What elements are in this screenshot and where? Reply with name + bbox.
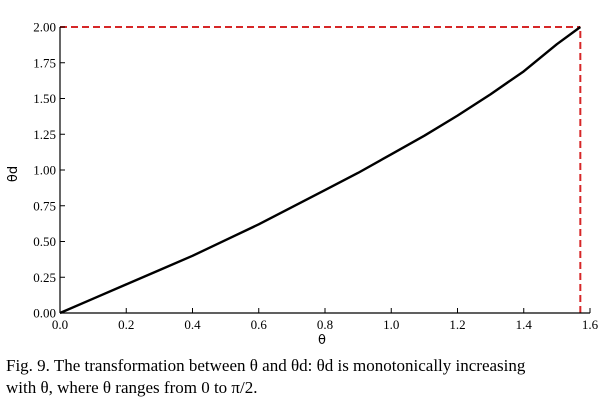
axes: [59, 27, 590, 314]
caption-line-2: with θ, where θ ranges from 0 to π/2.: [6, 378, 258, 397]
x-tick-label: 0.6: [251, 317, 268, 332]
y-ticks: 0.00 0.25 0.50 0.75 1.00 1.25 1.50 1.75 2.00: [33, 20, 65, 321]
x-ticks: 0.0 0.2 0.4 0.6 0.8 1.0 1.2 1.4 1.6: [52, 308, 599, 332]
y-tick-label: 0.75: [33, 198, 56, 213]
x-tick-label: 1.0: [383, 317, 399, 332]
y-tick-label: 1.75: [33, 55, 56, 70]
x-tick-label: 0.2: [118, 317, 134, 332]
x-axis-title: θ: [318, 333, 326, 348]
x-tick-label: 1.2: [449, 317, 465, 332]
caption-line-1: Fig. 9. The transformation between θ and…: [6, 356, 526, 375]
y-tick-label: 0.25: [33, 270, 56, 285]
y-tick-label: 1.25: [33, 127, 56, 142]
x-tick-label: 1.4: [516, 317, 533, 332]
line-chart: 0.0 0.2 0.4 0.6 0.8 1.0 1.2 1.4 1.6 0.00 0.25 0.50…: [6, 20, 599, 349]
y-tick-label: 2.00: [33, 20, 56, 35]
x-tick-label: 1.6: [582, 317, 599, 332]
x-tick-label: 0.4: [184, 317, 201, 332]
series-line-0: [59, 26, 582, 315]
y-axis-title: θd: [6, 166, 21, 182]
x-tick-label: 0.8: [317, 317, 333, 332]
y-tick-label: 0.50: [33, 234, 56, 249]
y-tick-label: 0.00: [33, 306, 56, 321]
series-lines: [59, 26, 582, 315]
x-tick-label: 0.0: [52, 317, 68, 332]
y-tick-label: 1.00: [33, 163, 56, 178]
reference-lines: [60, 26, 582, 313]
y-tick-label: 1.50: [33, 91, 56, 106]
figure-caption: Fig. 9. The transformation between θ and…: [6, 355, 610, 399]
